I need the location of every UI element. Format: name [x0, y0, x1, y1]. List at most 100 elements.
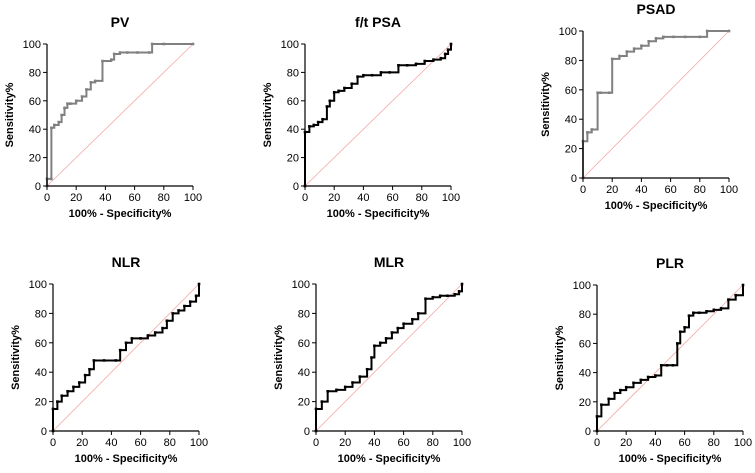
y-tick-label: 100 — [281, 39, 299, 51]
roc-point — [188, 300, 192, 303]
y-tick-label: 20 — [287, 153, 299, 165]
roc-point — [453, 292, 456, 296]
roc-point — [672, 35, 675, 39]
roc-panel-ftpsa: f/t PSA 0 20 40 60 80 100 0 20 40 60 80 100 100% - Sp… — [262, 14, 460, 220]
x-tick-label: 0 — [580, 184, 586, 196]
roc-point — [171, 312, 175, 315]
x-tick-label: 80 — [158, 192, 170, 204]
roc-point — [625, 50, 629, 53]
roc-point — [191, 42, 195, 46]
roc-point — [624, 385, 628, 389]
roc-point — [150, 42, 154, 46]
roc-point — [112, 52, 116, 56]
y-tick-label: 20 — [29, 153, 41, 165]
roc-point — [378, 341, 382, 345]
roc-point — [362, 73, 365, 77]
reference-line — [596, 284, 744, 432]
roc-point — [118, 51, 122, 54]
roc-point — [654, 37, 658, 40]
roc-point — [93, 79, 97, 83]
roc-point — [50, 126, 53, 130]
roc-point — [126, 51, 129, 54]
x-tick-label: 60 — [128, 192, 140, 204]
roc-point — [705, 309, 708, 313]
x-tick-label: 20 — [339, 437, 351, 449]
roc-point — [390, 331, 394, 334]
roc-point — [60, 113, 63, 117]
roc-point — [365, 367, 369, 371]
x-tick-label: 20 — [70, 192, 82, 204]
roc-point — [373, 344, 376, 348]
roc-point — [687, 314, 691, 317]
chart-title: PSAD — [637, 1, 676, 17]
reference-line — [46, 43, 194, 187]
x-tick-label: 0 — [302, 192, 308, 204]
y-tick-label: 60 — [565, 85, 577, 97]
roc-point — [613, 391, 616, 395]
roc-point — [308, 125, 311, 128]
roc-point — [139, 337, 142, 340]
roc-point — [607, 397, 610, 401]
roc-point — [698, 35, 702, 39]
roc-point — [662, 35, 665, 39]
roc-point — [424, 297, 427, 300]
roc-point — [676, 342, 679, 345]
roc-point — [683, 35, 687, 39]
roc-point — [335, 388, 338, 392]
roc-point — [53, 123, 56, 127]
x-tick-label: 60 — [678, 437, 690, 449]
y-tick-label: 20 — [579, 397, 591, 409]
roc-point — [446, 48, 450, 51]
roc-point — [632, 47, 636, 50]
y-tick-label: 40 — [29, 124, 41, 136]
roc-point — [671, 364, 675, 367]
roc-panel-pv: PV 0 20 40 60 80 100 0 20 40 60 80 100 100% - Specifi… — [4, 14, 202, 220]
chart-title: MLR — [374, 254, 404, 270]
roc-point — [332, 90, 336, 94]
x-tick-label: 100 — [442, 192, 460, 204]
roc-point — [72, 385, 75, 389]
roc-point — [194, 294, 198, 298]
roc-panel-psad: PSAD 0 20 40 60 80 100 0 20 40 60 80 100 100% - Speci… — [540, 1, 738, 212]
x-tick-label: 40 — [649, 437, 661, 449]
roc-point — [719, 307, 723, 310]
roc-point — [326, 390, 329, 393]
roc-point — [712, 308, 716, 312]
roc-point — [599, 91, 602, 95]
reference-line — [304, 43, 452, 187]
y-tick-label: 0 — [585, 426, 591, 438]
y-tick-label: 60 — [579, 338, 591, 350]
roc-point — [56, 400, 59, 403]
y-tick-label: 100 — [29, 279, 47, 291]
roc-point — [320, 400, 324, 403]
roc-point — [665, 364, 669, 367]
roc-point — [88, 367, 91, 371]
y-tick-label: 80 — [579, 309, 591, 321]
y-tick-label: 40 — [35, 367, 47, 379]
roc-point — [124, 341, 128, 345]
x-tick-label: 80 — [164, 437, 176, 449]
x-tick-label: 0 — [44, 192, 50, 204]
roc-point — [66, 390, 69, 393]
x-tick-label: 40 — [635, 184, 647, 196]
y-tick-label: 100 — [573, 280, 591, 292]
roc-point — [659, 364, 663, 367]
roc-point — [639, 378, 643, 382]
roc-point — [312, 123, 316, 127]
roc-point — [388, 71, 391, 74]
roc-point — [654, 374, 657, 377]
x-tick-label: 100 — [184, 192, 202, 204]
roc-point — [147, 51, 151, 54]
roc-curve — [46, 43, 193, 186]
roc-point — [177, 309, 180, 312]
x-tick-label: 40 — [368, 437, 380, 449]
roc-point — [130, 337, 134, 340]
y-axis-label: Sensitivity% — [540, 72, 552, 137]
x-axis-label: 100% - Specificity% — [338, 453, 441, 465]
y-tick-label: 20 — [298, 397, 310, 409]
reference-line — [315, 283, 463, 432]
roc-point — [337, 89, 340, 93]
roc-point — [146, 334, 150, 337]
roc-point — [85, 88, 88, 91]
